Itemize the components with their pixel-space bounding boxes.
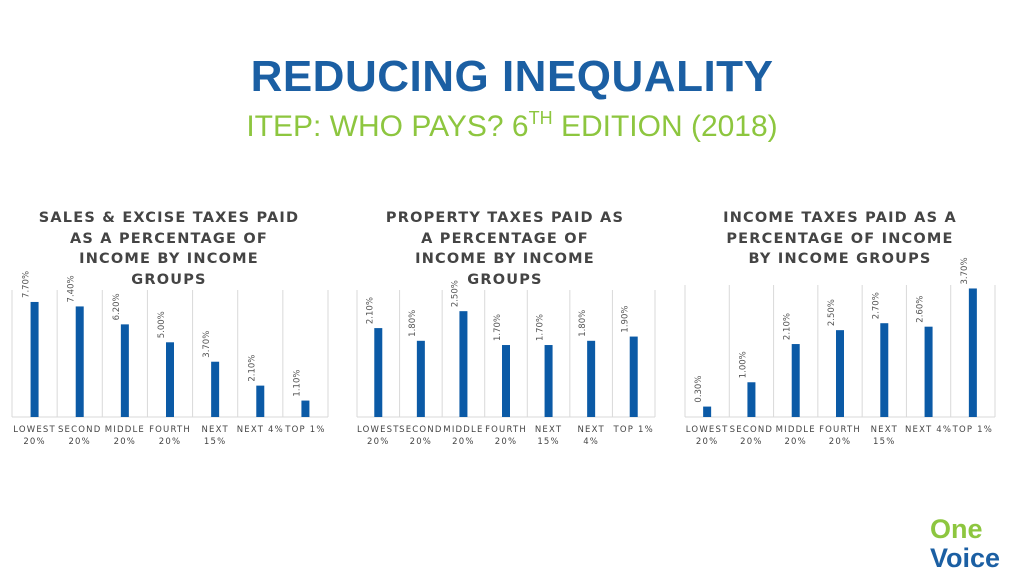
category-label: FOURTH bbox=[485, 425, 527, 435]
data-label: 2.10% bbox=[247, 355, 257, 382]
bar bbox=[703, 406, 712, 417]
bar bbox=[544, 345, 553, 417]
income-tax-chart: 0.30% LOWEST 20% 1.00% SECOND 20% 2.10% MIDDLE 2… bbox=[684, 257, 996, 447]
bar bbox=[747, 382, 756, 417]
category-label: 20% bbox=[784, 437, 807, 447]
chart-title-income: INCOME TAXES PAID AS A PERCENTAGE OF INC… bbox=[723, 210, 957, 267]
category-label: 20% bbox=[740, 437, 763, 447]
category-label: 20% bbox=[410, 437, 433, 447]
category-label: 20% bbox=[23, 437, 46, 447]
logo-text-one: One bbox=[930, 514, 983, 544]
data-label: 2.10% bbox=[783, 313, 793, 340]
bar bbox=[459, 311, 468, 417]
bar bbox=[968, 288, 977, 417]
one-voice-logo: One Voice bbox=[930, 514, 1000, 572]
bar bbox=[836, 330, 844, 417]
category-label: MIDDLE bbox=[776, 425, 816, 435]
bar bbox=[30, 301, 39, 417]
category-label: 15% bbox=[204, 437, 227, 447]
subtitle-superscript: TH bbox=[528, 108, 553, 128]
page-title: REDUCING INEQUALITY bbox=[250, 52, 774, 101]
bar bbox=[374, 328, 383, 417]
data-label: 3.70% bbox=[202, 331, 212, 358]
bar bbox=[256, 385, 265, 417]
bar bbox=[301, 400, 310, 417]
category-label: FOURTH bbox=[819, 425, 861, 435]
category-label: SECOND bbox=[399, 425, 443, 435]
data-label: 2.10% bbox=[365, 297, 375, 324]
bar bbox=[791, 344, 800, 417]
bar bbox=[211, 361, 220, 417]
data-label: 7.40% bbox=[67, 275, 77, 302]
category-label: MIDDLE bbox=[443, 425, 483, 435]
bar bbox=[120, 324, 129, 417]
bar bbox=[587, 340, 596, 417]
bar bbox=[880, 323, 889, 417]
data-label: 5.00% bbox=[157, 311, 167, 338]
category-label: LOWEST bbox=[357, 425, 400, 435]
category-label: 20% bbox=[114, 437, 137, 447]
page-subtitle: ITEP: WHO PAYS? 6TH EDITION (2018) bbox=[0, 108, 1024, 144]
data-label: 2.70% bbox=[871, 292, 881, 319]
chart-title-property: PROPERTY TAXES PAID AS A PERCENTAGE OF I… bbox=[385, 210, 625, 288]
bar bbox=[75, 306, 84, 417]
category-label: 20% bbox=[696, 437, 719, 447]
category-label: SECOND bbox=[730, 425, 774, 435]
category-label: SECOND bbox=[58, 425, 102, 435]
category-label: 20% bbox=[495, 437, 518, 447]
category-label: NEXT 4% bbox=[905, 425, 952, 435]
category-label: NEXT bbox=[201, 425, 228, 435]
data-label: 1.10% bbox=[292, 370, 302, 397]
category-label: NEXT 4% bbox=[237, 425, 284, 435]
category-label: 20% bbox=[159, 437, 182, 447]
category-label: NEXT bbox=[577, 425, 604, 435]
data-label: 0.30% bbox=[694, 376, 704, 403]
category-label: FOURTH bbox=[149, 425, 191, 435]
logo-text-voice: Voice bbox=[930, 543, 1000, 572]
bar bbox=[629, 336, 638, 417]
category-label: TOP 1% bbox=[613, 425, 654, 435]
category-label: 20% bbox=[68, 437, 91, 447]
sales-tax-chart: 7.70% LOWEST 20% 7.40% SECOND 20% 6.20% MIDDLE 2… bbox=[11, 271, 329, 447]
category-label: MIDDLE bbox=[105, 425, 145, 435]
data-label: 1.70% bbox=[536, 314, 546, 341]
data-label: 1.00% bbox=[738, 351, 748, 378]
category-label: 15% bbox=[537, 437, 560, 447]
category-label: LOWEST bbox=[686, 425, 729, 435]
category-label: 20% bbox=[367, 437, 390, 447]
category-label: 4% bbox=[583, 437, 599, 447]
subtitle-main: ITEP: WHO PAYS? 6 bbox=[246, 110, 529, 143]
category-label: 20% bbox=[452, 437, 475, 447]
category-label: TOP 1% bbox=[284, 425, 325, 435]
bar bbox=[924, 326, 933, 417]
subtitle-tail: EDITION (2018) bbox=[552, 110, 778, 143]
data-label: 1.80% bbox=[578, 310, 588, 337]
bar bbox=[502, 345, 510, 417]
category-label: NEXT bbox=[535, 425, 562, 435]
data-label: 1.70% bbox=[493, 314, 503, 341]
bar bbox=[416, 340, 425, 417]
data-label: 2.50% bbox=[827, 299, 837, 326]
data-label: 2.50% bbox=[450, 280, 460, 307]
category-label: NEXT bbox=[871, 425, 898, 435]
data-label: 3.70% bbox=[960, 257, 970, 284]
data-label: 1.80% bbox=[408, 310, 418, 337]
category-label: TOP 1% bbox=[952, 425, 993, 435]
chart-title-sales: SALES & EXCISE TAXES PAID AS A PERCENTAG… bbox=[38, 210, 300, 288]
data-label: 1.90% bbox=[621, 306, 631, 333]
bar bbox=[166, 342, 174, 417]
category-label: LOWEST bbox=[13, 425, 56, 435]
category-label: 15% bbox=[873, 437, 896, 447]
data-label: 2.60% bbox=[916, 296, 926, 323]
data-label: 7.70% bbox=[22, 271, 32, 298]
property-tax-chart: 2.10% LOWEST 20% 1.80% SECOND 20% 2.50% MIDDLE 2… bbox=[356, 280, 656, 447]
category-label: 20% bbox=[829, 437, 852, 447]
data-label: 6.20% bbox=[112, 293, 122, 320]
